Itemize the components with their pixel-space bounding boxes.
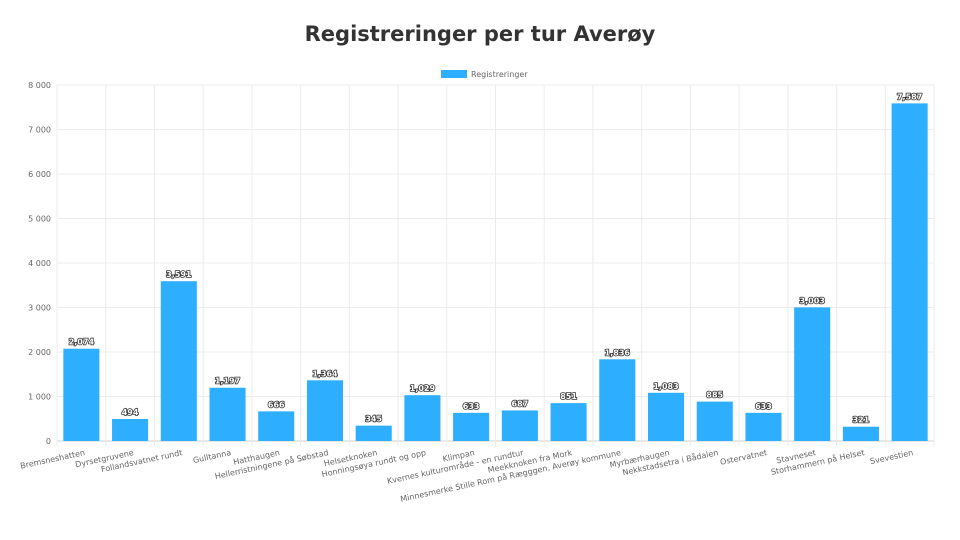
bar[interactable] bbox=[63, 348, 100, 441]
data-label: 3,003 bbox=[800, 296, 825, 305]
data-label: 3,591 bbox=[166, 270, 192, 279]
bar[interactable] bbox=[696, 401, 733, 441]
x-tick-label: Svevestien bbox=[869, 448, 914, 466]
data-label: 2,074 bbox=[69, 338, 95, 347]
data-label: 1,083 bbox=[653, 382, 678, 391]
x-axis: BremsneshattenDyrsetgruveneFollandsvatne… bbox=[19, 447, 914, 504]
chart-title: Registreringer per tur Averøy bbox=[304, 22, 656, 46]
data-label: 1,197 bbox=[215, 377, 240, 386]
grid bbox=[56, 84, 935, 446]
data-label: 851 bbox=[560, 392, 577, 401]
y-axis: 0 1 000 2 000 3 000 4 000 5 000 6 000 7 000 8 00… bbox=[28, 81, 51, 446]
bar[interactable] bbox=[160, 281, 197, 441]
bar[interactable] bbox=[842, 426, 879, 441]
legend-swatch bbox=[441, 70, 467, 78]
data-label: 633 bbox=[755, 402, 772, 411]
bars bbox=[63, 103, 928, 441]
y-tick-label: 7 000 bbox=[28, 126, 51, 135]
y-tick-label: 5 000 bbox=[28, 215, 51, 224]
data-label: 1,364 bbox=[312, 369, 338, 378]
data-label: 687 bbox=[512, 399, 529, 408]
y-tick-label: 2 000 bbox=[28, 348, 51, 357]
y-tick-label: 1 000 bbox=[28, 393, 51, 402]
y-tick-label: 0 bbox=[46, 437, 51, 446]
data-labels: 2,074 494 3,591 1,197 666 1,364 345 1,029 633 687… bbox=[68, 92, 923, 426]
bar[interactable] bbox=[258, 411, 295, 441]
data-label: 666 bbox=[268, 400, 285, 409]
y-tick-label: 8 000 bbox=[28, 81, 51, 90]
data-label: 494 bbox=[122, 408, 139, 417]
legend-label: Registreringer bbox=[471, 70, 528, 79]
bar[interactable] bbox=[648, 392, 685, 441]
bar[interactable] bbox=[550, 403, 587, 441]
data-label: 1,029 bbox=[410, 384, 436, 393]
bar[interactable] bbox=[209, 387, 246, 441]
y-tick-label: 4 000 bbox=[28, 259, 51, 268]
x-tick-label: Gulltanna bbox=[192, 448, 232, 465]
bar[interactable] bbox=[501, 410, 538, 441]
bar[interactable] bbox=[355, 425, 392, 441]
data-label: 633 bbox=[463, 402, 480, 411]
bar[interactable] bbox=[306, 380, 343, 441]
bar[interactable] bbox=[891, 103, 928, 441]
x-tick-label: Ostervatnet bbox=[719, 448, 768, 467]
data-label: 1,836 bbox=[605, 348, 631, 357]
legend[interactable]: Registreringer bbox=[441, 70, 528, 79]
bar[interactable] bbox=[794, 307, 831, 441]
bar[interactable] bbox=[453, 412, 490, 441]
data-label: 321 bbox=[853, 416, 870, 425]
bar[interactable] bbox=[112, 419, 149, 441]
y-tick-label: 6 000 bbox=[28, 170, 51, 179]
data-label: 885 bbox=[706, 391, 723, 400]
bar[interactable] bbox=[745, 412, 782, 441]
data-label: 7,587 bbox=[897, 92, 922, 101]
y-tick-label: 3 000 bbox=[28, 304, 51, 313]
bar[interactable] bbox=[599, 359, 636, 441]
data-label: 345 bbox=[365, 415, 382, 424]
bar[interactable] bbox=[404, 395, 441, 441]
